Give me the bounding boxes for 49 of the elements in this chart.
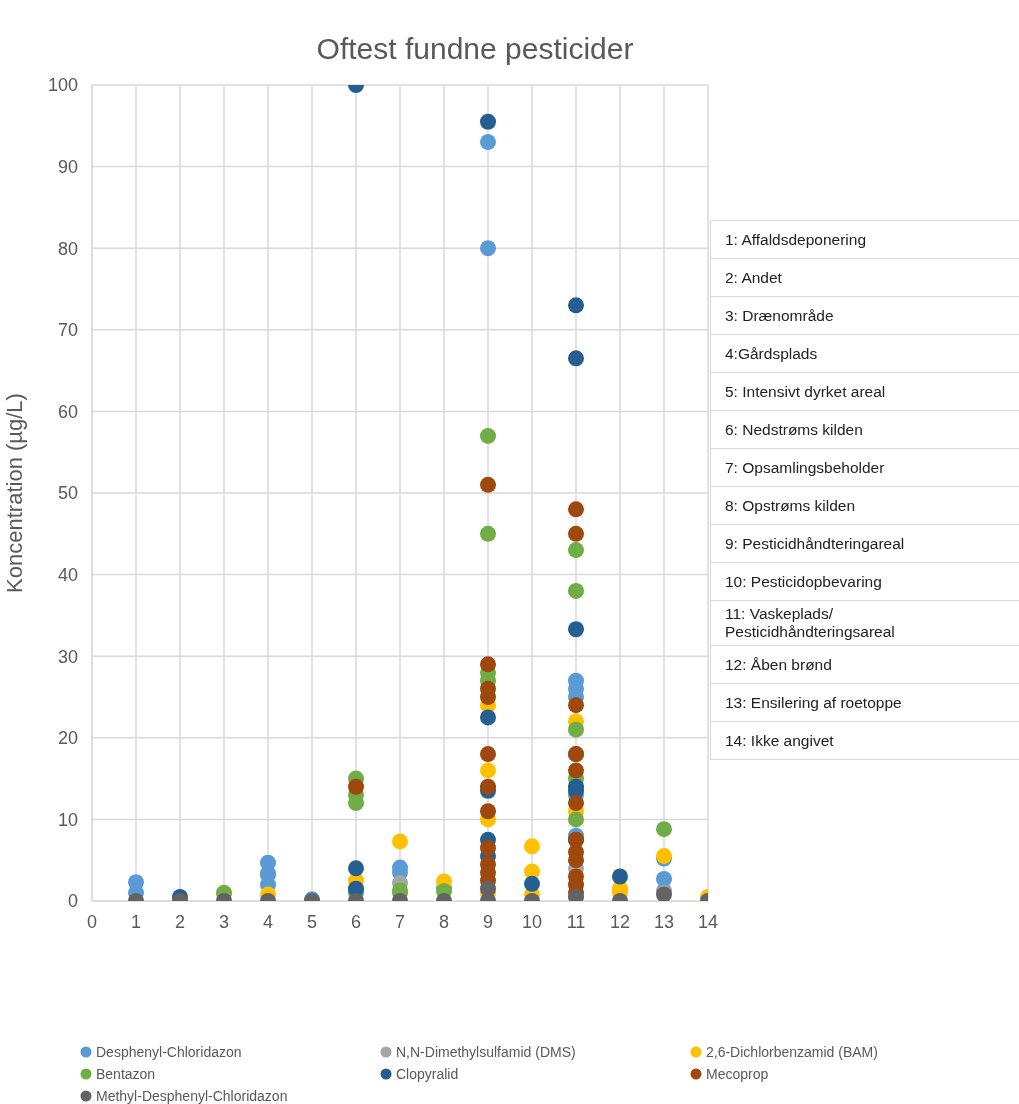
text: 11: Vaskeplads/ Pesticidhåndteringsareal (725, 605, 896, 641)
x-tick-label: 1 (130, 911, 142, 932)
text: 8: Opstrøms kilden (725, 496, 857, 515)
x-tick-label: 0 (86, 911, 98, 932)
y-tick-label: 20 (57, 728, 78, 749)
y-axis-title: Koncentration (µg/L) (1, 393, 27, 593)
y-tick-label: 50 (57, 483, 78, 504)
y-tick-label: 60 (57, 401, 78, 422)
legend-label: Mecoprop (706, 1066, 769, 1082)
legend-label: Desphenyl-Chloridazon (96, 1044, 242, 1060)
legend-label: Bentazon (96, 1066, 156, 1082)
text: 5: Intensivt dyrket areal (725, 382, 887, 401)
legend-label: Methyl-Desphenyl-Chloridazon (96, 1088, 288, 1104)
x-tick-label: 9 (482, 911, 494, 932)
x-tick-label: 4 (262, 911, 274, 932)
y-tick-label: 80 (57, 238, 78, 259)
y-tick-label: 40 (57, 564, 78, 585)
text: 6: Nedstrøms kilden (725, 420, 864, 439)
x-tick-label: 12 (609, 911, 631, 932)
x-tick-label: 5 (306, 911, 318, 932)
x-tick-label: 8 (438, 911, 450, 932)
text: 12: Åben brønd (725, 655, 833, 674)
text: 14: Ikke angivet (725, 731, 835, 750)
text: 1: Affaldsdeponering (725, 230, 868, 249)
text: 10: Pesticidopbevaring (725, 572, 883, 591)
x-tick-label: 3 (218, 911, 230, 932)
text: 3: Drænområde (725, 306, 835, 325)
text: 9: Pesticidhåndteringareal (725, 534, 906, 553)
x-tick-label: 6 (350, 911, 362, 932)
y-tick-label: 90 (57, 156, 78, 177)
text: 13: Ensilering af roetoppe (725, 693, 903, 712)
y-tick-label: 30 (57, 646, 78, 667)
x-tick-label: 7 (394, 911, 406, 932)
text: 2: Andet (725, 268, 783, 287)
y-tick-label: 100 (47, 75, 78, 96)
text: 7: Opsamlingsbeholder (725, 458, 886, 477)
y-tick-label: 0 (67, 891, 78, 912)
x-tick-label: 13 (653, 911, 675, 932)
y-tick-label: 10 (57, 809, 78, 830)
legend-label: N,N-Dimethylsulfamid (DMS) (396, 1044, 576, 1060)
y-tick-label: 70 (57, 320, 78, 341)
legend-label: Clopyralid (396, 1066, 459, 1082)
x-tick-label: 10 (521, 911, 543, 932)
x-tick-label: 14 (697, 911, 719, 932)
chart-title: Oftest fundne pesticider (315, 32, 635, 66)
x-tick-label: 2 (174, 911, 186, 932)
text: 4:Gårdsplads (725, 344, 819, 363)
x-tick-label: 11 (566, 911, 586, 932)
legend-label: 2,6-Dichlorbenzamid (BAM) (706, 1044, 878, 1060)
